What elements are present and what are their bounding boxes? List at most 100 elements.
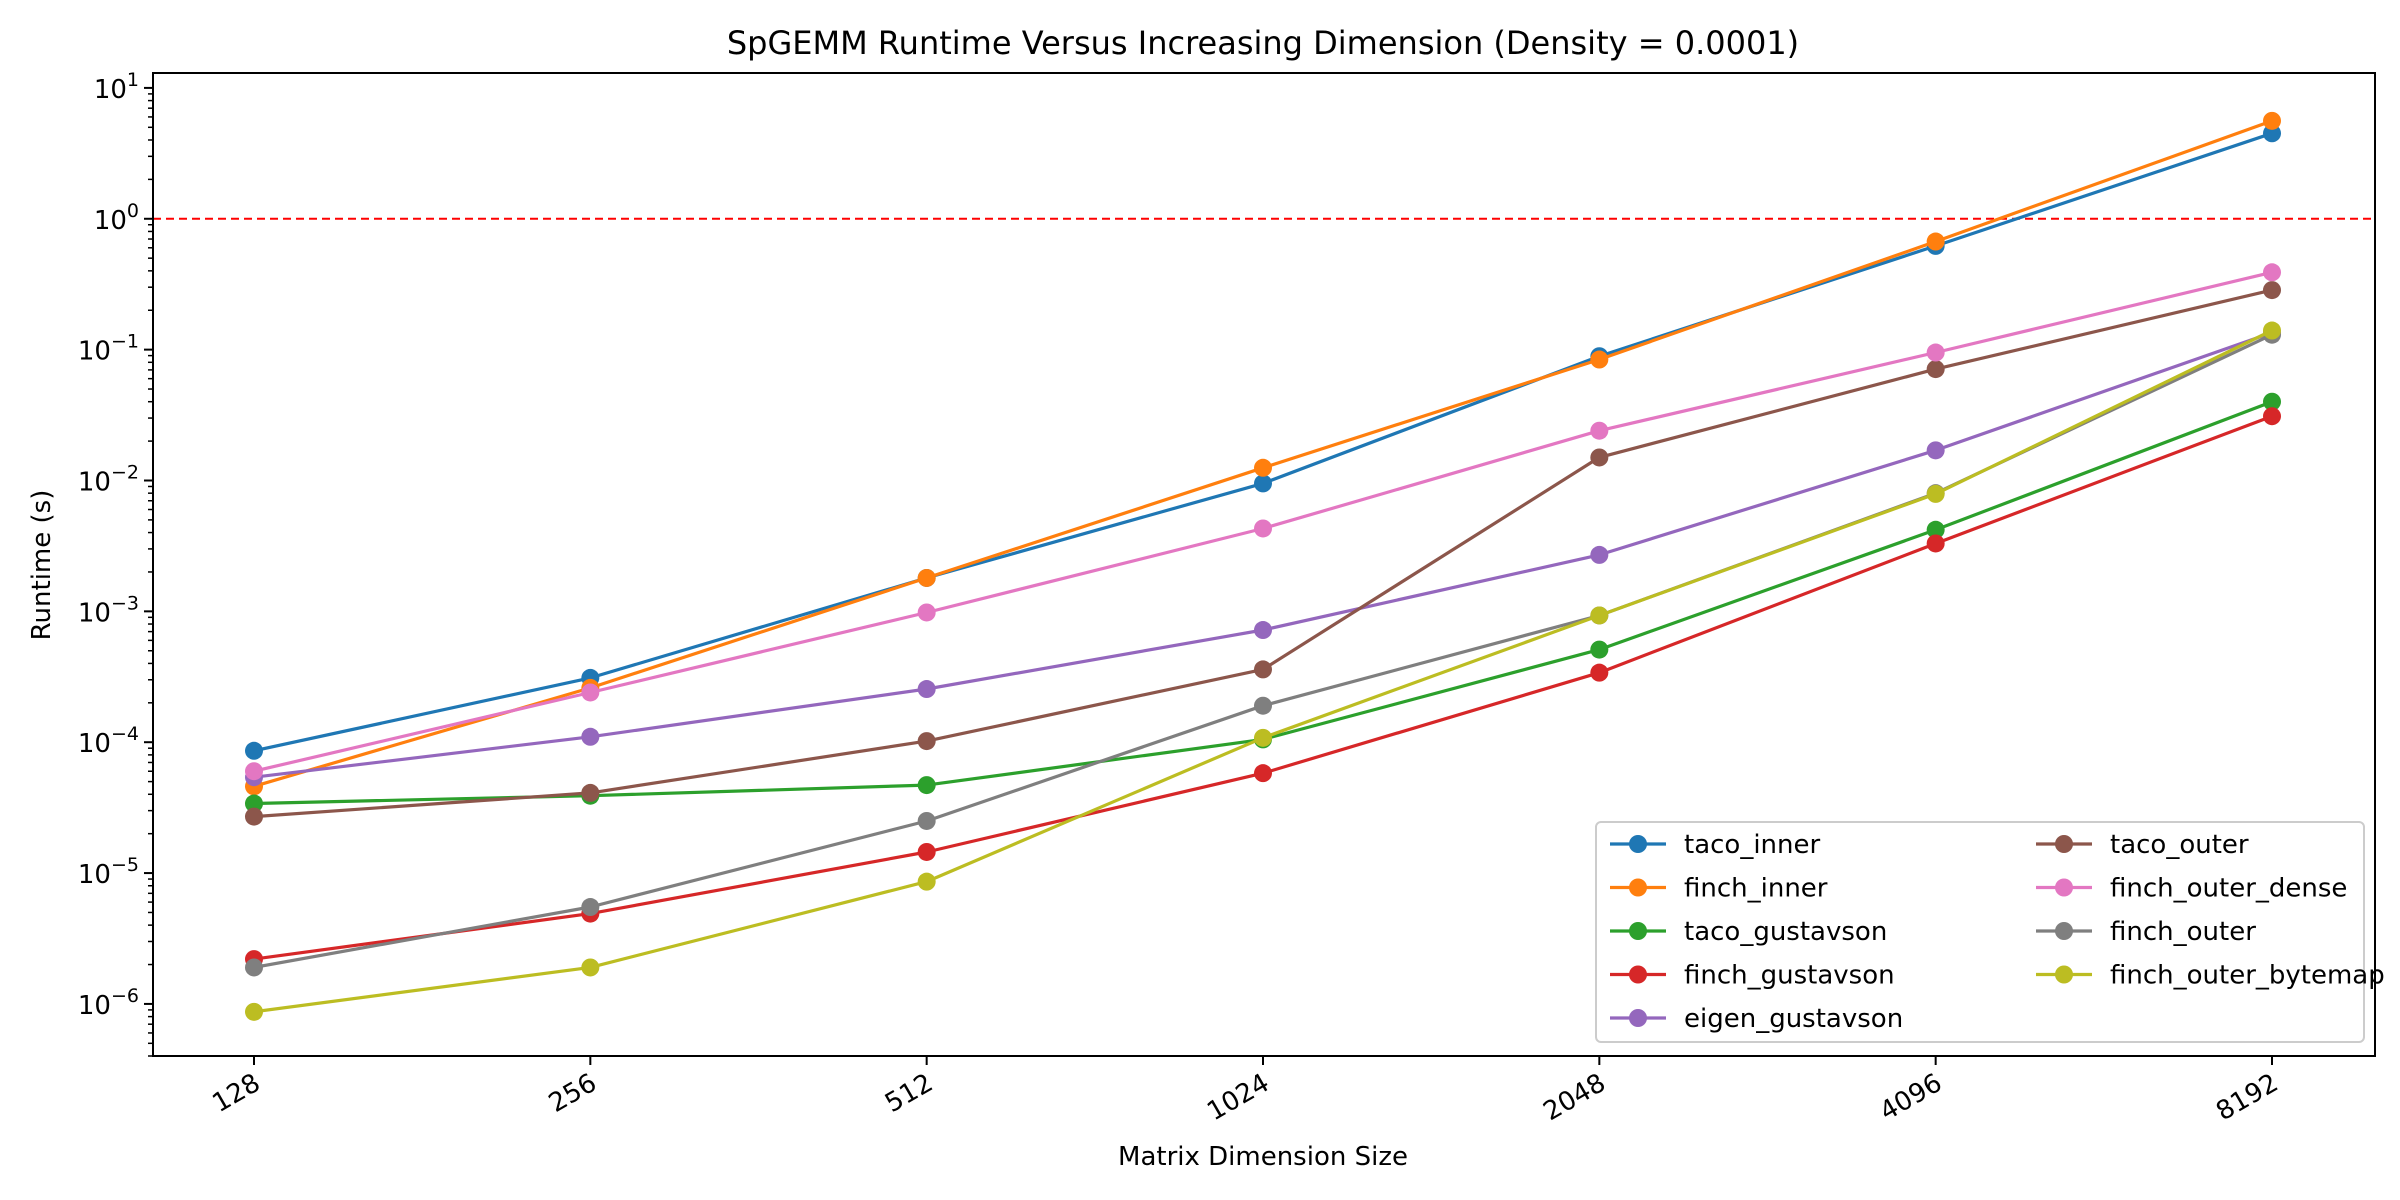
data-point-taco_gustavson xyxy=(1926,520,1945,539)
legend-label: finch_inner xyxy=(1684,874,1828,904)
data-point-finch_outer_dense xyxy=(1254,519,1272,538)
data-point-taco_gustavson xyxy=(245,794,263,813)
x-tick-label: 4096 xyxy=(1875,1068,1947,1127)
data-point-finch_inner xyxy=(1590,350,1609,369)
legend-swatch-marker xyxy=(2055,965,2073,984)
data-point-taco_outer xyxy=(245,807,263,826)
data-point-eigen_gustavson xyxy=(917,680,936,699)
data-point-finch_inner xyxy=(1254,458,1272,477)
x-tick-label: 512 xyxy=(880,1068,938,1119)
legend-item-eigen_gustavson: eigen_gustavson xyxy=(1610,1004,1903,1034)
legend-item-finch_gustavson: finch_gustavson xyxy=(1610,961,1895,991)
y-tick-label: 10−4 xyxy=(78,723,139,759)
legend-swatch-marker xyxy=(2055,835,2073,853)
legend-label: taco_outer xyxy=(2110,830,2249,860)
x-axis-label: Matrix Dimension Size xyxy=(1118,1142,1408,1172)
data-point-finch_outer_bytemap xyxy=(245,1002,263,1021)
data-point-taco_gustavson xyxy=(2263,392,2281,411)
data-point-finch_outer_bytemap xyxy=(1590,606,1609,625)
data-point-taco_outer xyxy=(581,783,600,802)
x-axis: 128 256 512 1024 2048 4096 8192 xyxy=(208,1056,2284,1127)
data-point-finch_outer_bytemap xyxy=(1926,484,1945,503)
y-axis: 10−6 10−5 10−4 10−3 10−2 10−1 100 101 xyxy=(78,69,153,1057)
legend-swatch-marker xyxy=(1629,878,1647,897)
data-point-taco_outer xyxy=(917,732,936,751)
data-point-finch_outer_dense xyxy=(581,683,600,702)
data-point-finch_outer_dense xyxy=(245,762,263,781)
legend-label: eigen_gustavson xyxy=(1684,1004,1903,1034)
data-point-finch_outer_bytemap xyxy=(1254,728,1272,747)
data-point-finch_outer xyxy=(581,898,600,917)
data-point-finch_outer xyxy=(917,811,936,830)
legend-label: finch_outer_bytemap xyxy=(2110,961,2385,991)
series-taco_outer xyxy=(245,281,2281,826)
legend-label: finch_outer xyxy=(2110,917,2256,947)
legend-item-taco_gustavson: taco_gustavson xyxy=(1610,917,1887,947)
y-axis-label: Runtime (s) xyxy=(27,490,57,641)
data-point-finch_outer_bytemap xyxy=(917,872,936,891)
data-point-taco_outer xyxy=(1926,360,1945,379)
y-tick-label: 10−1 xyxy=(78,331,139,367)
data-point-taco_inner xyxy=(245,741,263,760)
legend-item-finch_outer_dense: finch_outer_dense xyxy=(2036,874,2347,904)
series-finch_outer_dense xyxy=(245,263,2281,781)
data-point-taco_inner xyxy=(2263,124,2281,143)
legend-item-finch_inner: finch_inner xyxy=(1610,874,1828,904)
y-tick-label: 100 xyxy=(94,200,139,236)
series-finch_outer_bytemap xyxy=(245,321,2281,1021)
data-point-finch_inner xyxy=(917,568,936,587)
y-tick-label: 10−3 xyxy=(78,592,139,628)
data-point-eigen_gustavson xyxy=(1926,441,1945,460)
x-tick-label: 2048 xyxy=(1539,1068,1611,1127)
series-finch_inner xyxy=(245,111,2281,796)
legend: taco_innerfinch_innertaco_gustavsonfinch… xyxy=(1595,821,2385,1043)
data-point-taco_inner xyxy=(1254,474,1272,493)
legend-swatch-marker xyxy=(1629,922,1647,940)
legend-item-taco_inner: taco_inner xyxy=(1610,830,1821,860)
data-point-finch_gustavson xyxy=(1590,663,1609,682)
data-point-finch_gustavson xyxy=(917,842,936,861)
data-point-finch_outer xyxy=(245,958,263,977)
legend-swatch-marker xyxy=(1629,965,1647,984)
y-tick-label: 10−2 xyxy=(78,461,139,497)
data-point-taco_gustavson xyxy=(1590,640,1609,659)
series-taco_gustavson xyxy=(245,392,2281,813)
data-point-finch_gustavson xyxy=(1926,534,1945,553)
data-point-finch_outer xyxy=(1254,696,1272,715)
data-point-taco_outer xyxy=(2263,281,2281,300)
series-layer xyxy=(245,111,2281,1021)
data-point-taco_gustavson xyxy=(917,776,936,795)
data-point-eigen_gustavson xyxy=(581,727,600,746)
data-point-finch_outer_dense xyxy=(1926,343,1945,362)
data-point-eigen_gustavson xyxy=(1254,621,1272,640)
x-tick-label: 8192 xyxy=(2211,1068,2283,1127)
data-point-finch_outer_bytemap xyxy=(2263,321,2281,340)
x-tick-label: 256 xyxy=(544,1068,602,1119)
legend-swatch-marker xyxy=(1629,1009,1647,1027)
legend-swatch-marker xyxy=(2055,922,2073,940)
legend-swatch-marker xyxy=(2055,878,2073,897)
legend-item-finch_outer_bytemap: finch_outer_bytemap xyxy=(2036,961,2385,991)
data-point-finch_outer_dense xyxy=(1590,421,1609,440)
legend-item-taco_outer: taco_outer xyxy=(2036,830,2249,860)
legend-label: taco_inner xyxy=(1684,830,1821,860)
y-tick-label: 10−5 xyxy=(78,854,139,890)
data-point-finch_outer_bytemap xyxy=(581,958,600,977)
data-point-finch_gustavson xyxy=(2263,407,2281,426)
legend-swatch-marker xyxy=(1629,835,1647,853)
x-tick-label: 128 xyxy=(208,1068,266,1119)
data-point-finch_inner xyxy=(2263,111,2281,130)
data-point-taco_outer xyxy=(1590,448,1609,467)
data-point-taco_outer xyxy=(1254,660,1272,679)
legend-item-finch_outer: finch_outer xyxy=(2036,917,2256,947)
series-eigen_gustavson xyxy=(245,323,2281,787)
y-tick-label: 101 xyxy=(94,69,139,105)
y-tick-label: 10−6 xyxy=(78,985,139,1021)
data-point-eigen_gustavson xyxy=(1590,545,1609,564)
legend-label: finch_gustavson xyxy=(1684,961,1895,991)
legend-box xyxy=(1595,821,2365,1043)
data-point-finch_inner xyxy=(1926,232,1945,251)
legend-label: finch_outer_dense xyxy=(2110,874,2347,904)
series-line-taco_inner xyxy=(253,131,2273,753)
